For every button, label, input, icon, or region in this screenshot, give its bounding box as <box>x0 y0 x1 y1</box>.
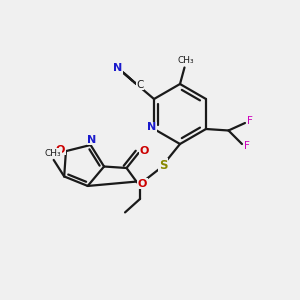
Text: O: O <box>138 179 147 189</box>
Text: O: O <box>56 145 65 154</box>
Text: F: F <box>248 116 253 127</box>
Text: F: F <box>244 140 250 151</box>
Text: CH₃: CH₃ <box>45 149 61 158</box>
Text: CH₃: CH₃ <box>178 56 194 65</box>
Text: C: C <box>136 80 144 90</box>
Text: N: N <box>113 63 123 74</box>
Text: O: O <box>139 146 148 156</box>
Text: N: N <box>88 135 97 145</box>
Text: N: N <box>147 122 156 133</box>
Text: S: S <box>159 159 167 172</box>
